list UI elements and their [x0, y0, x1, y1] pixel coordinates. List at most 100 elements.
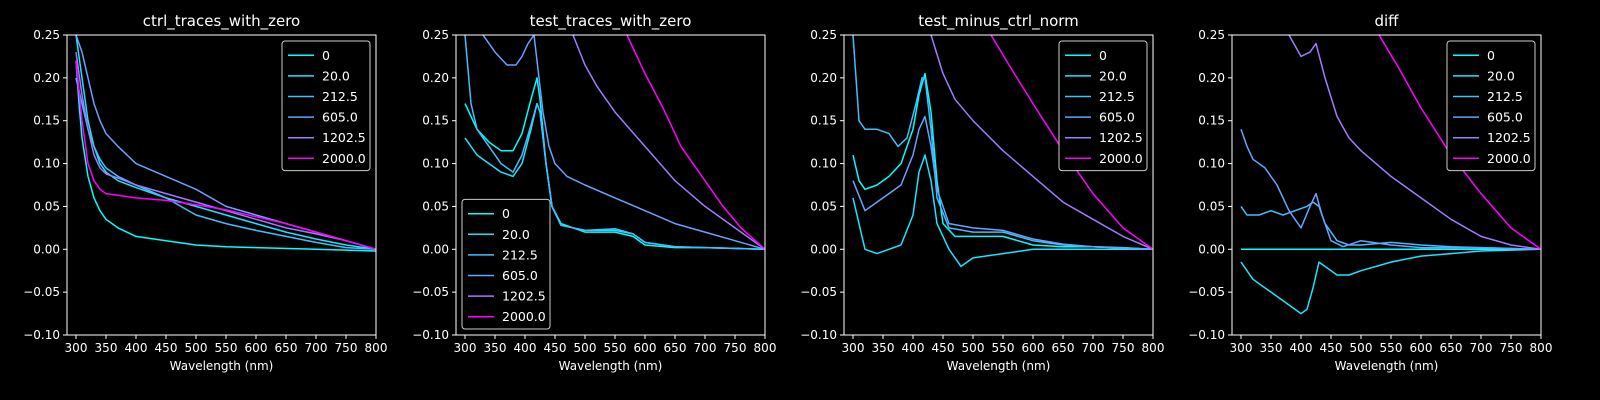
y-tick-label: 0.25 [810, 28, 837, 42]
series-line-212.5 [75, 77, 376, 251]
axes-frame [1231, 34, 1542, 336]
chart-panel-1: 300 350 400 450 500 550 600 650 700 750 800 −0.10 −0… [23, 12, 387, 373]
axes-frame [66, 34, 377, 336]
series-line-212.5 [852, 35, 1153, 251]
y-tick-label: 0.00 [33, 242, 60, 256]
axes-frame [455, 34, 766, 336]
plot-area [464, 35, 765, 251]
y-tick-label: 0.05 [33, 199, 60, 213]
legend-entry: 212.5 [322, 89, 358, 104]
legend-entry: 20.0 [322, 68, 350, 83]
series-line-2000.0 [626, 35, 765, 250]
series-line-1202.5 [1288, 35, 1541, 251]
chart-panel-2: 300 350 400 450 500 550 600 650 700 750 800 −0.10 −0… [412, 12, 776, 373]
y-tick-label: 0.15 [422, 114, 449, 128]
legend-entry: 1202.5 [502, 289, 546, 304]
x-tick-label: 550 [1380, 341, 1403, 355]
series-line-1202.5 [75, 51, 376, 251]
y-tick-label: 0.10 [422, 157, 449, 171]
x-tick-label: 350 [1260, 341, 1283, 355]
y-tick-label: 0.25 [1198, 28, 1225, 42]
legend-entry: 0 [1099, 48, 1107, 63]
series-line-20.0 [1240, 248, 1541, 315]
series-line-212.5 [1240, 201, 1541, 251]
x-tick-label: 450 [932, 341, 955, 355]
y-tick-label: −0.05 [412, 285, 449, 299]
legend-entry: 212.5 [1099, 89, 1135, 104]
x-axis-label: Wavelength (nm) [170, 359, 274, 373]
x-tick-label: 500 [1350, 341, 1373, 355]
y-tick-label: −0.05 [23, 285, 60, 299]
x-tick-label: 400 [514, 341, 537, 355]
legend-entry: 0 [322, 48, 330, 63]
legend: 0 20.0 212.5 605.0 1202.5 2000.0 [1446, 40, 1536, 172]
x-tick-label: 800 [365, 341, 388, 355]
y-tick-label: 0.25 [422, 28, 449, 42]
x-tick-label: 750 [724, 341, 747, 355]
x-tick-label: 650 [1440, 341, 1463, 355]
x-tick-label: 350 [872, 341, 895, 355]
x-tick-label: 400 [125, 341, 148, 355]
y-tick-label: 0.00 [1198, 242, 1225, 256]
chart-panel-4: 300 350 400 450 500 550 600 650 700 750 800 −0.10 −0… [1188, 12, 1552, 373]
series-line-1202.5 [930, 35, 1153, 250]
x-axis-label: Wavelength (nm) [559, 359, 663, 373]
y-tick-label: −0.10 [800, 328, 837, 342]
y-tick-label: 0.25 [33, 28, 60, 42]
x-tick-label: 600 [245, 341, 268, 355]
x-tick-label: 550 [604, 341, 627, 355]
x-tick-label: 700 [305, 341, 328, 355]
x-tick-label: 600 [634, 341, 657, 355]
x-tick-label: 450 [1320, 341, 1343, 355]
y-tick-label: −0.05 [1188, 285, 1225, 299]
y-tick-label: −0.10 [412, 328, 449, 342]
x-tick-label: 700 [1470, 341, 1493, 355]
y-tick-label: −0.10 [1188, 328, 1225, 342]
chart-title: diff [1374, 12, 1399, 30]
x-tick-label: 650 [664, 341, 687, 355]
x-tick-label: 650 [1052, 341, 1075, 355]
x-tick-label: 500 [185, 341, 208, 355]
x-tick-label: 800 [1142, 341, 1165, 355]
legend-entry: 0 [1487, 48, 1495, 63]
legend-entry: 20.0 [1487, 68, 1515, 83]
y-tick-label: 0.00 [422, 242, 449, 256]
legend-entry: 1202.5 [1099, 130, 1143, 145]
y-tick-label: 0.15 [1198, 114, 1225, 128]
axes-frame [843, 34, 1154, 336]
y-tick-label: 0.05 [1198, 199, 1225, 213]
x-tick-label: 600 [1410, 341, 1433, 355]
y-tick-label: 0.20 [422, 71, 449, 85]
legend-entry: 2000.0 [1487, 151, 1531, 166]
y-tick-label: 0.10 [1198, 157, 1225, 171]
x-tick-label: 600 [1022, 341, 1045, 355]
series-line-605.0 [482, 35, 765, 251]
plot-area [852, 35, 1153, 268]
y-tick-label: 0.10 [33, 157, 60, 171]
x-tick-label: 750 [335, 341, 358, 355]
y-tick-label: 0.20 [810, 71, 837, 85]
legend-entry: 0 [502, 206, 510, 221]
y-tick-label: −0.10 [23, 328, 60, 342]
y-tick-label: −0.05 [800, 285, 837, 299]
x-tick-label: 750 [1112, 341, 1135, 355]
y-tick-label: 0.05 [810, 199, 837, 213]
x-tick-label: 800 [1530, 341, 1553, 355]
legend: 0 20.0 212.5 605.0 1202.5 2000.0 [1058, 40, 1148, 172]
x-tick-label: 650 [275, 341, 298, 355]
series-line-0 [75, 60, 376, 252]
series-line-605.0 [1240, 129, 1541, 251]
x-tick-label: 350 [95, 341, 118, 355]
legend: 0 20.0 212.5 605.0 1202.5 2000.0 [461, 198, 551, 330]
y-tick-label: 0.20 [33, 71, 60, 85]
x-tick-label: 750 [1500, 341, 1523, 355]
legend-entry: 605.0 [322, 110, 358, 125]
legend-entry: 1202.5 [322, 130, 366, 145]
y-tick-label: 0.15 [810, 114, 837, 128]
legend-entry: 20.0 [502, 227, 530, 242]
legend-entry: 605.0 [1487, 110, 1523, 125]
x-tick-label: 550 [992, 341, 1015, 355]
y-tick-label: 0.20 [1198, 71, 1225, 85]
legend-entry: 2000.0 [1099, 151, 1143, 166]
legend-entry: 212.5 [1487, 89, 1523, 104]
